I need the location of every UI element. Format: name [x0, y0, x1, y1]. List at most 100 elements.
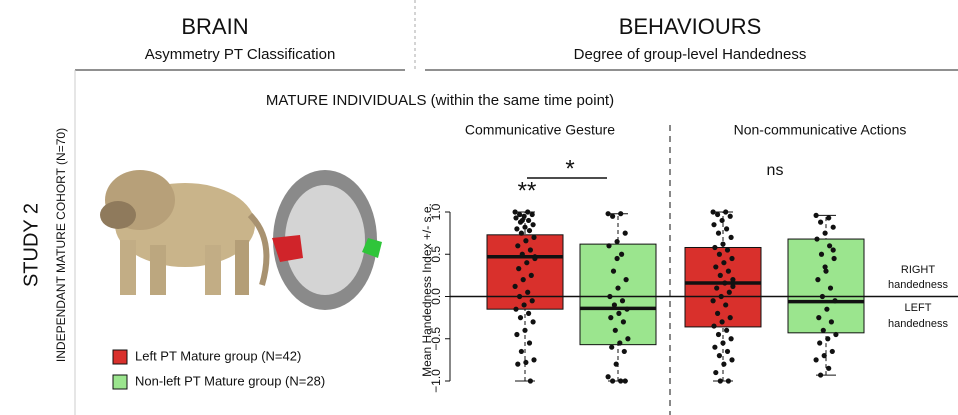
- data-point: [828, 285, 833, 290]
- data-point: [725, 247, 730, 252]
- data-point: [513, 284, 518, 289]
- data-point: [615, 285, 620, 290]
- figure: BRAIN Asymmetry PT Classification BEHAVI…: [0, 0, 958, 415]
- data-point: [818, 372, 823, 377]
- data-point: [827, 243, 832, 248]
- data-point: [531, 222, 536, 227]
- data-point: [522, 225, 527, 230]
- legend-label: Non-left PT Mature group (N=28): [135, 373, 325, 388]
- data-point: [612, 302, 617, 307]
- category-label: Non-communicative Actions: [734, 122, 907, 138]
- data-point: [724, 328, 729, 333]
- data-point: [623, 378, 628, 383]
- data-point: [526, 218, 531, 223]
- data-point: [518, 315, 523, 320]
- data-point: [621, 319, 626, 324]
- left-title: BRAIN: [181, 14, 248, 39]
- data-point: [729, 256, 734, 261]
- data-point: [614, 362, 619, 367]
- data-point: [830, 349, 835, 354]
- data-point: [818, 220, 823, 225]
- data-point: [522, 302, 527, 307]
- data-point: [513, 307, 518, 312]
- right-subtitle: Degree of group-level Handedness: [574, 46, 807, 63]
- data-point: [526, 311, 531, 316]
- direction-label: LEFT: [905, 302, 932, 314]
- left-subtitle: Asymmetry PT Classification: [145, 46, 336, 63]
- box: [788, 239, 864, 333]
- data-point: [613, 328, 618, 333]
- data-point: [822, 353, 827, 358]
- cohort-label: INDEPENDANT MATURE COHORT (N=70): [54, 128, 68, 362]
- plot: −1.0−0.50.00.51.0: [429, 203, 958, 393]
- box: [685, 247, 761, 326]
- data-point: [816, 315, 821, 320]
- data-point: [523, 360, 528, 365]
- data-point: [727, 290, 732, 295]
- data-point: [717, 353, 722, 358]
- data-point: [823, 231, 828, 236]
- data-point: [525, 209, 530, 214]
- legend-swatch: [113, 350, 127, 364]
- data-point: [531, 319, 536, 324]
- data-point: [608, 315, 613, 320]
- data-point: [711, 323, 716, 328]
- data-point: [620, 298, 625, 303]
- page: BRAIN Asymmetry PT Classification BEHAVI…: [0, 0, 958, 415]
- data-point: [825, 336, 830, 341]
- data-point: [829, 319, 834, 324]
- data-point: [819, 252, 824, 257]
- data-point: [529, 273, 534, 278]
- data-point: [713, 264, 718, 269]
- data-point: [711, 222, 716, 227]
- data-point: [616, 311, 621, 316]
- data-point: [520, 252, 525, 257]
- legend-label: Left PT Mature group (N=42): [135, 348, 301, 363]
- data-point: [714, 285, 719, 290]
- data-point: [728, 315, 733, 320]
- data-point: [524, 260, 529, 265]
- data-point: [617, 340, 622, 345]
- y-tick-label: 0.5: [429, 246, 443, 263]
- data-point: [832, 256, 837, 261]
- data-point: [721, 260, 726, 265]
- data-point: [531, 357, 536, 362]
- data-point: [722, 280, 727, 285]
- data-point: [712, 245, 717, 250]
- data-point: [726, 269, 731, 274]
- data-point: [712, 345, 717, 350]
- data-point: [610, 214, 615, 219]
- data-point: [728, 214, 733, 219]
- data-point: [519, 231, 524, 236]
- data-point: [624, 277, 629, 282]
- data-point: [720, 242, 725, 247]
- data-point: [814, 213, 819, 218]
- data-point: [718, 378, 723, 383]
- data-point: [826, 215, 831, 220]
- data-point: [725, 349, 730, 354]
- data-point: [729, 357, 734, 362]
- data-point: [516, 266, 521, 271]
- data-point: [718, 273, 723, 278]
- data-point: [522, 328, 527, 333]
- data-point: [716, 332, 721, 337]
- data-point: [521, 277, 526, 282]
- data-point: [531, 235, 536, 240]
- y-tick-label: −1.0: [429, 369, 443, 393]
- data-point: [833, 332, 838, 337]
- data-point: [606, 243, 611, 248]
- direction-label: RIGHT: [901, 264, 936, 276]
- data-point: [823, 264, 828, 269]
- data-point: [717, 252, 722, 257]
- data-point: [606, 374, 611, 379]
- data-point: [530, 298, 535, 303]
- data-point: [821, 328, 826, 333]
- data-point: [622, 349, 627, 354]
- data-point: [729, 235, 734, 240]
- data-point: [519, 349, 524, 354]
- data-point: [723, 209, 728, 214]
- data-point: [525, 290, 530, 295]
- y-tick-label: 1.0: [429, 203, 443, 220]
- data-point: [513, 215, 518, 220]
- data-point: [832, 298, 837, 303]
